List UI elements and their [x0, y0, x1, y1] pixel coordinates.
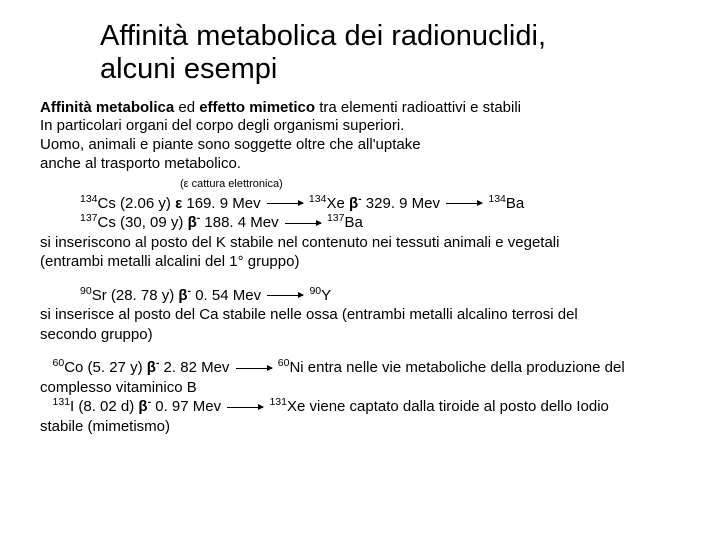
xe134-energy: 329. 9 Mev: [362, 195, 440, 212]
xe131-mass: 131: [269, 396, 287, 408]
xe134-text: Xe: [326, 195, 349, 212]
cs134-decay: 134Cs (2.06 y) ε 169. 9 Mev 134Xe β- 329…: [80, 194, 680, 214]
arrow-icon: [267, 295, 303, 296]
co60-mass: 60: [53, 357, 65, 369]
i-body: stabile (mimetismo): [40, 417, 680, 437]
sr-body-1: si inserisce al posto del Ca stabile nel…: [40, 305, 680, 325]
xe131-text: Xe viene captato dalla tiroide al posto …: [287, 398, 609, 415]
sr-body-2: secondo gruppo): [40, 325, 680, 345]
intro-line-2: In particolari organi del corpo degli or…: [40, 117, 404, 134]
cs137-decay: 137Cs (30, 09 y) β- 188. 4 Mev 137Ba: [80, 213, 680, 233]
xe134-mass: 134: [309, 193, 327, 205]
i131-text: I (8. 02 d): [70, 398, 138, 415]
title-line-2: alcuni esempi: [100, 53, 277, 85]
cs134-text: Cs (2.06 y): [98, 195, 176, 212]
sr90-energy: 0. 54 Mev: [191, 287, 261, 304]
arrow-icon: [267, 203, 303, 204]
cs137-beta: β: [188, 214, 197, 231]
sr90-decay: 90Sr (28. 78 y) β- 0. 54 Mev 90Y: [80, 286, 680, 306]
y90-mass: 90: [309, 285, 321, 297]
arrow-icon: [227, 407, 263, 408]
intro-paragraph: Affinità metabolica ed effetto mimetico …: [40, 99, 680, 174]
xe134-beta: β: [349, 195, 358, 212]
arrow-icon: [236, 368, 272, 369]
slide-title: Affinità metabolica dei radionuclidi, al…: [100, 20, 680, 87]
co60-text: Co (5. 27 y): [64, 359, 147, 376]
cs137-text: Cs (30, 09 y): [98, 214, 188, 231]
intro-line-4: anche al trasporto metabolico.: [40, 155, 241, 172]
co60-beta: β: [147, 359, 156, 376]
sr90-text: Sr (28. 78 y): [92, 287, 179, 304]
sr90-beta: β: [178, 287, 187, 304]
ba137-mass: 137: [327, 212, 345, 224]
cs-body-1: si inseriscono al posto del K stabile ne…: [40, 233, 680, 253]
title-line-1: Affinità metabolica dei radionuclidi,: [100, 20, 546, 52]
cs137-mass: 137: [80, 212, 98, 224]
i131-beta: β: [138, 398, 147, 415]
intro-bold-1: Affinità metabolica: [40, 99, 174, 116]
ni60-mass: 60: [278, 357, 290, 369]
cs134-mass: 134: [80, 193, 98, 205]
ni60-text: Ni entra nelle vie metaboliche della pro…: [289, 359, 624, 376]
ba134-mass: 134: [488, 193, 506, 205]
intro-text-1: ed: [174, 99, 199, 116]
arrow-icon: [446, 203, 482, 204]
i131-mass: 131: [53, 396, 71, 408]
ba134-text: Ba: [506, 195, 524, 212]
arrow-icon: [285, 223, 321, 224]
sr-section: 90Sr (28. 78 y) β- 0. 54 Mev 90Y si inse…: [40, 286, 680, 345]
i131-decay: 131I (8. 02 d) β- 0. 97 Mev 131Xe viene …: [40, 397, 680, 417]
intro-text-2: tra elementi radioattivi e stabili: [315, 99, 521, 116]
slide-container: Affinità metabolica dei radionuclidi, al…: [0, 0, 720, 456]
intro-bold-2: effetto mimetico: [199, 99, 315, 116]
ba137-text: Ba: [344, 214, 362, 231]
i131-energy: 0. 97 Mev: [151, 398, 221, 415]
co-section: 60Co (5. 27 y) β- 2. 82 Mev 60Ni entra n…: [40, 358, 680, 436]
y90-text: Y: [321, 287, 331, 304]
epsilon-note: (ε cattura elettronica): [180, 178, 680, 190]
cs137-energy: 188. 4 Mev: [200, 214, 278, 231]
cs134-energy: 169. 9 Mev: [182, 195, 260, 212]
co60-decay: 60Co (5. 27 y) β- 2. 82 Mev 60Ni entra n…: [40, 358, 680, 378]
co60-energy: 2. 82 Mev: [159, 359, 229, 376]
cs-body-2: (entrambi metalli alcalini del 1° gruppo…: [40, 252, 680, 272]
sr90-mass: 90: [80, 285, 92, 297]
co-body: complesso vitaminico B: [40, 378, 680, 398]
intro-line-3: Uomo, animali e piante sono soggette olt…: [40, 136, 421, 153]
